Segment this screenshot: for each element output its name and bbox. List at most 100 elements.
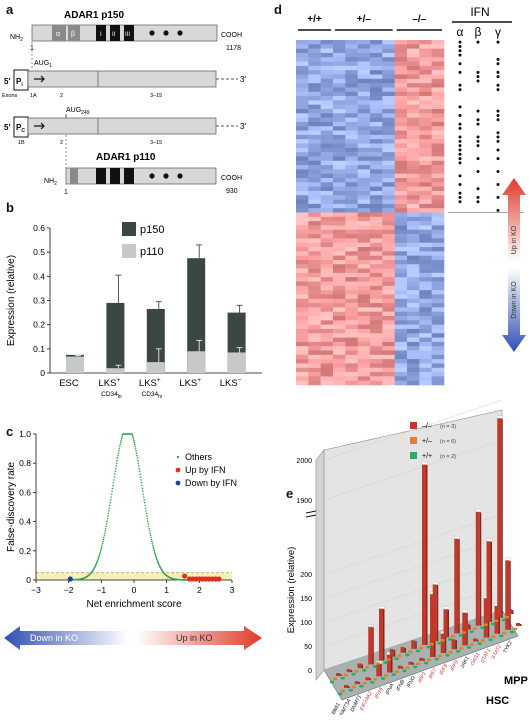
e-bar-ko-cap bbox=[475, 509, 482, 512]
d-heatmap-cell bbox=[407, 272, 420, 278]
c-legend-marker bbox=[176, 455, 180, 459]
d-heatmap-cell bbox=[296, 341, 309, 347]
d-heatmap-cell bbox=[333, 303, 346, 308]
d-heatmap-cell bbox=[333, 96, 346, 101]
d-heatmap-cell bbox=[320, 259, 334, 265]
d-heatmap-cell bbox=[320, 359, 334, 364]
c-point-others bbox=[137, 465, 140, 467]
d-heatmap-cell bbox=[333, 294, 346, 300]
e-bar-ko bbox=[379, 608, 383, 661]
e-bar-ko bbox=[354, 681, 359, 685]
e-marker-het bbox=[362, 681, 367, 685]
e-marker-het bbox=[351, 685, 356, 689]
d-ifn-alpha-dot bbox=[458, 105, 462, 109]
d-down-in-ko-arrow bbox=[502, 268, 526, 352]
d-heatmap-cell bbox=[308, 324, 321, 330]
d-heatmap-cell bbox=[357, 324, 371, 330]
d-heatmap-cell bbox=[370, 259, 383, 265]
d-ifn-alpha-dot bbox=[458, 182, 462, 186]
c-point-others bbox=[137, 459, 139, 462]
d-heatmap-cell bbox=[370, 199, 383, 205]
d-heatmap-cell bbox=[382, 341, 395, 347]
d-heatmap-cell bbox=[419, 298, 432, 304]
d-heatmap-cell bbox=[333, 113, 346, 118]
e-marker-wt bbox=[448, 637, 453, 641]
d-heatmap-cell bbox=[320, 48, 334, 54]
d-heatmap-cell bbox=[407, 277, 420, 282]
d-heatmap-cell bbox=[370, 52, 383, 58]
d-heatmap-cell bbox=[382, 87, 395, 93]
d-heatmap-cell bbox=[296, 199, 309, 205]
d-ifn-gamma-dot bbox=[496, 148, 500, 152]
d-heatmap-cell bbox=[296, 104, 309, 110]
d-heatmap-cell bbox=[296, 320, 309, 325]
d-heatmap-cell bbox=[333, 203, 346, 209]
d-heatmap-cell bbox=[296, 156, 309, 162]
d-heatmap-cell bbox=[394, 234, 408, 239]
d-heatmap-cell bbox=[357, 376, 371, 381]
d-heatmap-cell bbox=[419, 199, 432, 205]
d-ifn-alpha-dot bbox=[458, 113, 462, 117]
b-category-sup: + bbox=[116, 377, 120, 384]
e-marker-wt bbox=[501, 618, 507, 622]
p110-cooh: COOH bbox=[221, 175, 242, 182]
d-heatmap-cell bbox=[431, 195, 445, 200]
d-heatmap-cell bbox=[308, 156, 321, 162]
d-heatmap-cell bbox=[357, 195, 371, 200]
e-gene-label: EIF2AK2 bbox=[359, 690, 374, 711]
c-point-others bbox=[102, 540, 104, 543]
b-category-sup: + bbox=[197, 377, 201, 384]
d-heatmap-cell bbox=[357, 147, 371, 153]
e-bar-ko bbox=[411, 640, 416, 649]
d-heatmap-cell bbox=[345, 57, 358, 62]
d-heatmap-cell bbox=[431, 259, 445, 265]
p110-protein-bar bbox=[65, 167, 217, 185]
p150-dsrbd-3 bbox=[124, 25, 134, 41]
b-category-label: ESC bbox=[59, 378, 79, 389]
e-legend-n: (n = 6) bbox=[440, 439, 456, 445]
e-bar-ko bbox=[516, 623, 520, 626]
e-marker-het bbox=[375, 662, 381, 665]
e-marker-wt bbox=[370, 680, 375, 684]
d-heatmap-cell bbox=[345, 199, 358, 205]
d-heatmap-cell bbox=[333, 285, 346, 291]
d-heatmap-cell bbox=[419, 83, 432, 88]
c-x-tick-label: 3 bbox=[230, 585, 235, 595]
d-heatmap-cell bbox=[419, 346, 432, 351]
d-heatmap-cell bbox=[394, 147, 408, 153]
d-heatmap-cell bbox=[320, 307, 334, 312]
b-y-tick-label: 0.1 bbox=[33, 344, 45, 354]
d-heatmap-cell bbox=[333, 143, 346, 149]
e-marker-wt bbox=[456, 649, 461, 653]
d-heatmap-cell bbox=[394, 57, 408, 62]
d-heatmap-cell bbox=[333, 52, 346, 58]
d-heatmap-cell bbox=[382, 104, 395, 110]
d-heatmap-cell bbox=[333, 44, 346, 49]
d-ifn-gamma-dot bbox=[496, 170, 500, 174]
d-heatmap-cell bbox=[308, 78, 321, 84]
d-heatmap-cell bbox=[394, 208, 408, 213]
d-heatmap-cell bbox=[419, 130, 432, 136]
c-point-others bbox=[102, 538, 105, 541]
e-bar-ko-side bbox=[477, 639, 479, 642]
d-heatmap-cell bbox=[345, 264, 358, 269]
d-heatmap-cell bbox=[431, 363, 445, 369]
d-heatmap-cell bbox=[357, 65, 371, 71]
d-heatmap-cell bbox=[370, 359, 383, 364]
d-heatmap-cell bbox=[345, 307, 358, 312]
c-point-others bbox=[97, 557, 100, 559]
d-heatmap-cell bbox=[345, 290, 358, 295]
d-heatmap-cell bbox=[370, 320, 383, 325]
d-heatmap-cell bbox=[419, 152, 432, 157]
d-heatmap-cell bbox=[407, 337, 420, 343]
c-point-others bbox=[120, 437, 123, 440]
c-point-up-by-ifn bbox=[216, 576, 222, 582]
d-heatmap-cell bbox=[382, 57, 395, 62]
d-heatmap-cell bbox=[431, 354, 445, 360]
d-heatmap-cell bbox=[308, 294, 321, 300]
d-heatmap-cell bbox=[431, 169, 445, 174]
d-ifn-alpha-dot bbox=[458, 44, 462, 48]
d-heatmap-cell bbox=[382, 182, 395, 187]
b-bar-p110 bbox=[146, 362, 165, 373]
d-heatmap-cell bbox=[394, 255, 408, 261]
